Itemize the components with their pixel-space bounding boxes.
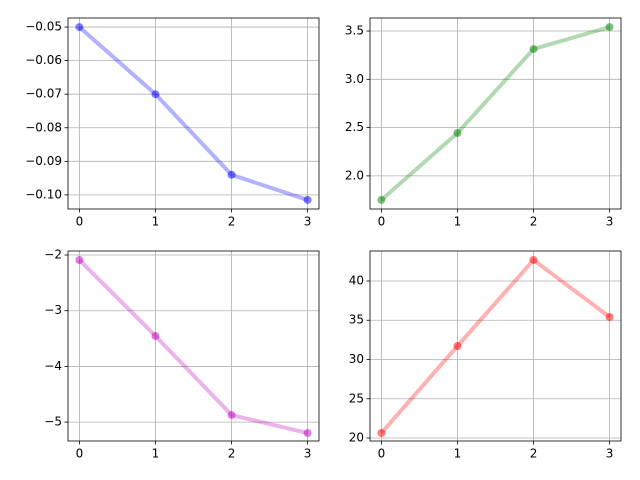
y-tick-label: −0.06 bbox=[25, 53, 62, 67]
x-tick-label: 3 bbox=[304, 215, 312, 229]
y-tick-label: −5 bbox=[44, 415, 62, 429]
y-tick-label: −3 bbox=[44, 303, 62, 317]
x-tick-label: 1 bbox=[454, 215, 462, 229]
x-tick-label: 1 bbox=[454, 447, 462, 461]
axes-frame bbox=[67, 250, 320, 442]
x-tick-label: 3 bbox=[606, 215, 614, 229]
point bbox=[605, 313, 614, 322]
line bbox=[77, 258, 309, 435]
x-tick-label: 3 bbox=[606, 447, 614, 461]
x-tick-label: 0 bbox=[378, 447, 386, 461]
line bbox=[379, 257, 611, 435]
y-tick-label: 3.0 bbox=[345, 72, 364, 86]
x-tick-label: 0 bbox=[378, 215, 386, 229]
y-tick-label: −0.10 bbox=[25, 187, 62, 201]
point bbox=[75, 256, 84, 265]
y-tick-label: 2.5 bbox=[345, 120, 364, 134]
point bbox=[453, 129, 462, 138]
point bbox=[453, 342, 462, 350]
x-tick-label: 3 bbox=[304, 447, 312, 461]
x-tick-label: 2 bbox=[530, 447, 538, 461]
x-tick-label: 0 bbox=[76, 215, 84, 229]
point bbox=[151, 90, 160, 99]
point bbox=[529, 44, 538, 53]
x-tick-label: 2 bbox=[530, 215, 538, 229]
axes-frame bbox=[369, 250, 622, 442]
point bbox=[75, 23, 84, 32]
axes-frame bbox=[369, 17, 622, 210]
x-tick-label: 0 bbox=[76, 447, 84, 461]
y-tick-label: 25 bbox=[349, 391, 364, 405]
point bbox=[377, 195, 386, 204]
y-tick-label: 35 bbox=[349, 313, 364, 327]
x-tick-label: 1 bbox=[152, 215, 160, 229]
x-tick-label: 1 bbox=[152, 447, 160, 461]
line bbox=[380, 25, 611, 202]
point bbox=[303, 195, 312, 204]
point bbox=[151, 332, 160, 341]
x-tick-label: 2 bbox=[228, 215, 236, 229]
point bbox=[227, 411, 236, 420]
point bbox=[605, 23, 614, 32]
y-tick-label: 20 bbox=[349, 431, 364, 445]
y-tick-label: 30 bbox=[349, 352, 364, 366]
axes-frame bbox=[67, 17, 320, 210]
x-tick-label: 2 bbox=[228, 447, 236, 461]
point bbox=[377, 428, 386, 437]
line bbox=[78, 25, 309, 202]
y-tick-label: −2 bbox=[44, 248, 62, 262]
y-tick-label: −0.09 bbox=[25, 154, 62, 168]
y-tick-label: −4 bbox=[44, 359, 62, 373]
point bbox=[303, 429, 312, 438]
y-tick-label: −0.08 bbox=[25, 120, 62, 134]
y-tick-label: 2.0 bbox=[345, 168, 364, 182]
y-tick-label: 40 bbox=[349, 273, 364, 287]
y-tick-label: 3.5 bbox=[345, 24, 364, 38]
y-tick-label: −0.07 bbox=[25, 87, 62, 101]
point bbox=[529, 255, 538, 264]
point bbox=[227, 170, 236, 179]
y-tick-label: −0.05 bbox=[25, 20, 62, 34]
